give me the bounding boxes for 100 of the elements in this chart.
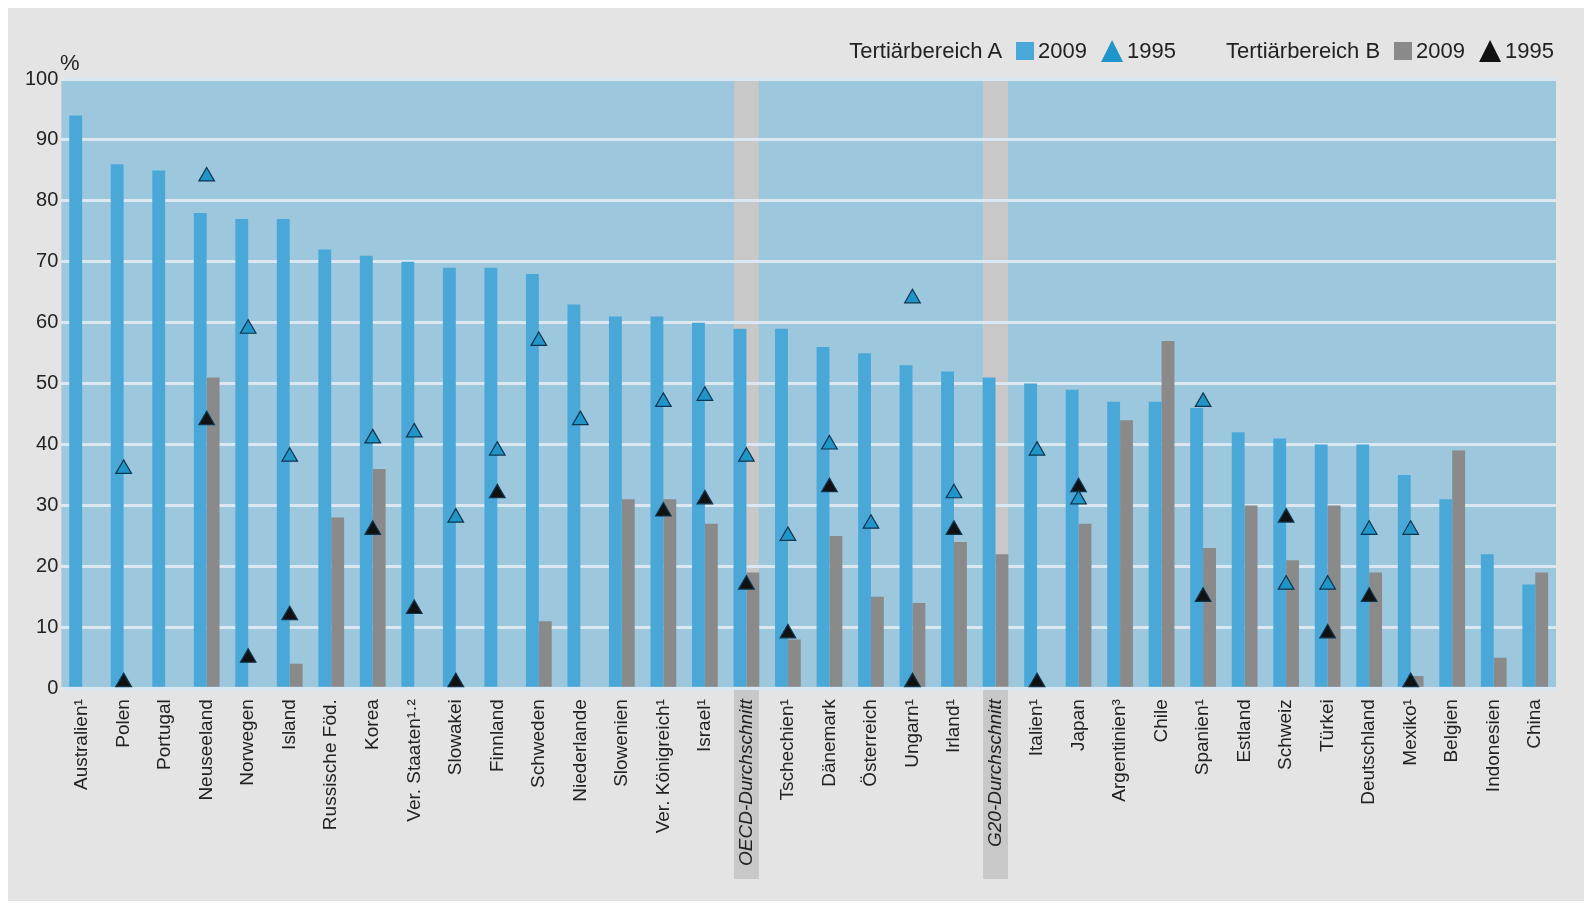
legend-label: 1995 [1505, 38, 1554, 64]
bar [608, 316, 622, 687]
bar [1078, 523, 1092, 687]
point [904, 288, 921, 304]
point [1319, 575, 1337, 590]
bar [525, 273, 539, 687]
x-tick-label: Slowakei [444, 699, 466, 776]
x-tick-label: Irland¹ [942, 699, 964, 754]
bar [733, 328, 747, 687]
point [1070, 477, 1087, 493]
point [571, 410, 589, 426]
x-tick-label: Schweiz [1274, 699, 1296, 770]
point [945, 520, 963, 535]
bar [318, 249, 332, 687]
x-tick-label: Argentinien³ [1108, 699, 1130, 802]
point [821, 434, 838, 450]
bar [1452, 450, 1466, 687]
x-tick-label: Dänemark [817, 698, 839, 787]
x-tick-label: Estland [1232, 699, 1254, 763]
bar [704, 523, 718, 687]
point [1194, 392, 1212, 407]
x-tick-label: Slowenien [610, 699, 632, 787]
x-tick-label: G20-Durchschnitt [983, 698, 1005, 848]
bar [1148, 401, 1162, 687]
bar [829, 535, 843, 687]
bar [1203, 548, 1216, 687]
bar [941, 371, 954, 687]
point [1319, 623, 1337, 639]
point [447, 508, 465, 523]
bar [870, 596, 884, 687]
bar [1244, 505, 1258, 687]
bar [1493, 657, 1507, 687]
bar [110, 164, 124, 687]
point [1402, 520, 1420, 535]
legend-label: 2009 [1038, 38, 1088, 64]
bar [235, 219, 249, 687]
point [115, 672, 133, 688]
x-tick-label: Australien¹ [70, 699, 92, 791]
x-tick-label: Island [277, 699, 299, 750]
x-tick-label: Spanien¹ [1191, 699, 1213, 776]
point [945, 483, 963, 499]
bar [1397, 474, 1411, 687]
x-tick-label: Österreich [859, 699, 881, 787]
point [696, 386, 714, 401]
bar [331, 517, 345, 687]
bar [276, 219, 290, 687]
bar [650, 316, 664, 687]
bar [1120, 420, 1133, 687]
point [1360, 520, 1378, 535]
x-tick-label: Ver. Königreich¹ [651, 699, 673, 834]
y-tick-label: 0 [47, 675, 59, 698]
bar [206, 377, 220, 687]
bar [746, 572, 760, 687]
legend-label: 1995 [1127, 38, 1177, 64]
bar [1190, 407, 1204, 687]
x-tick-label: Türkei [1315, 699, 1337, 752]
x-tick-label: Indonesien [1481, 699, 1503, 793]
point [862, 514, 880, 529]
x-tick-label: Tschechien¹ [776, 699, 798, 801]
x-tick-label: Norwegen [236, 699, 258, 786]
point [198, 410, 216, 426]
point [1194, 587, 1212, 602]
point [1028, 441, 1046, 456]
point [821, 477, 838, 493]
bar [1369, 572, 1383, 687]
y-tick-label: 10 [36, 614, 59, 637]
bar [995, 554, 1009, 687]
point [115, 459, 133, 474]
bar [1314, 444, 1328, 687]
bar [289, 663, 303, 687]
x-tick-label: Israel¹ [693, 699, 715, 752]
bar [1107, 401, 1121, 687]
bar [954, 541, 967, 687]
point [654, 501, 672, 517]
bar [152, 170, 166, 687]
y-tick-label: 40 [36, 432, 59, 455]
x-tick-label: Japan [1066, 699, 1088, 751]
x-tick-label: Finnland [485, 699, 507, 773]
bar [816, 347, 830, 687]
x-tick-label: Russische Föd. [319, 699, 341, 831]
point [779, 623, 797, 639]
x-tick-label: Ungarn¹ [900, 699, 922, 768]
y-tick-label: 90 [36, 127, 59, 150]
legend-label: 2009 [1416, 38, 1466, 64]
x-tick-label: China [1523, 698, 1545, 749]
bar [982, 377, 996, 687]
x-tick-label: Belgien [1440, 699, 1462, 763]
point [364, 428, 382, 444]
bar [1480, 554, 1494, 687]
point [488, 483, 506, 499]
point [696, 489, 714, 505]
text: Tertiärbereich B [1226, 38, 1381, 63]
y-tick-label: 70 [36, 249, 59, 272]
bar [1065, 389, 1079, 687]
bar [359, 255, 373, 687]
bar [1161, 340, 1175, 687]
bar [442, 267, 456, 687]
y-tick-label: 60 [36, 310, 59, 333]
x-tick-label: Deutschland [1357, 699, 1379, 805]
x-tick-label: OECD-Durchschnitt [734, 698, 756, 867]
